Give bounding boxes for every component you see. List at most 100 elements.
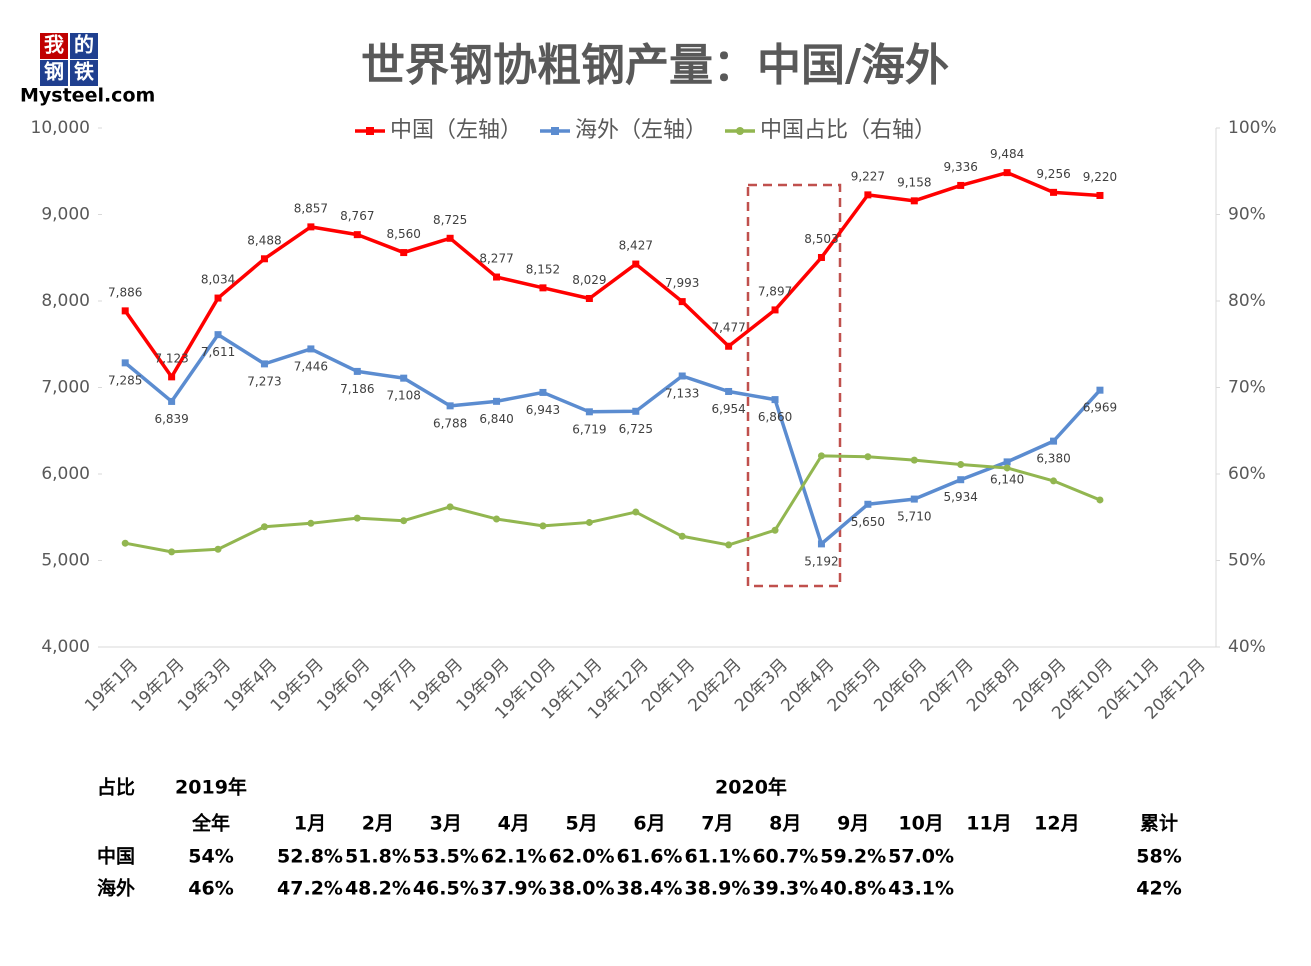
data-label: 6,719 (572, 422, 606, 436)
marker (864, 453, 872, 461)
marker (864, 500, 872, 508)
data-label: 6,380 (1036, 452, 1070, 466)
marker (1096, 496, 1104, 504)
marker (817, 253, 825, 261)
data-label: 7,446 (294, 359, 328, 373)
table-cell: 12月 (1034, 813, 1079, 835)
table-cell: 52.8% (277, 846, 343, 868)
table-cell: 2019年 (175, 776, 247, 799)
table-cell: 46.5% (413, 878, 479, 900)
table-cell: 11月 (966, 813, 1011, 835)
data-label: 6,969 (1083, 401, 1117, 415)
data-label: 8,488 (247, 233, 281, 247)
table-cell: 46% (188, 878, 233, 900)
marker (121, 307, 129, 315)
data-label: 9,336 (944, 160, 978, 174)
marker (214, 545, 222, 553)
table-cell: 58% (1136, 846, 1181, 868)
marker (1096, 386, 1104, 394)
legend-marker (366, 127, 374, 135)
table-cell: 3月 (430, 813, 462, 835)
table-cell: 62.1% (481, 846, 547, 868)
table-cell: 57.0% (888, 846, 954, 868)
table-cell: 40.8% (820, 878, 886, 900)
data-label: 9,484 (990, 147, 1024, 161)
series-line (123, 170, 1101, 379)
table-cell: 2月 (362, 813, 394, 835)
logo-box (70, 60, 98, 86)
table-cell: 38.0% (549, 878, 615, 900)
y2-tick-label: 80% (1228, 291, 1266, 311)
y2-tick-label: 90% (1228, 205, 1266, 225)
data-label: 5,192 (804, 554, 838, 568)
data-label: 6,943 (526, 403, 560, 417)
data-label: 7,886 (108, 285, 142, 299)
table-cell: 5月 (565, 813, 597, 835)
marker (957, 460, 965, 468)
table-cell: 10月 (898, 813, 943, 835)
marker (1050, 188, 1058, 196)
data-label: 7,273 (247, 374, 281, 388)
table-cell: 海外 (97, 877, 135, 900)
marker (493, 397, 501, 405)
data-label: 6,788 (433, 416, 467, 430)
marker (539, 284, 547, 292)
marker (910, 495, 918, 503)
legend-marker (551, 127, 559, 135)
table-cell: 54% (188, 846, 233, 868)
marker (585, 408, 593, 416)
data-label: 6,954 (711, 402, 745, 416)
logo-char: 的 (74, 33, 94, 57)
data-label: 7,477 (711, 321, 745, 335)
data-label: 7,993 (665, 276, 699, 290)
marker (307, 223, 315, 231)
logo-box (40, 33, 68, 59)
marker (168, 397, 176, 405)
y-tick-label: 9,000 (41, 205, 90, 225)
data-label: 8,725 (433, 213, 467, 227)
data-label: 9,227 (851, 169, 885, 183)
marker (725, 387, 733, 395)
marker (260, 523, 268, 531)
marker (307, 519, 315, 527)
table-cell: 39.3% (752, 878, 818, 900)
table-cell: 61.6% (617, 846, 683, 868)
data-label: 8,152 (526, 262, 560, 276)
data-label: 7,897 (758, 284, 792, 298)
marker (539, 388, 547, 396)
chart-title: 世界钢协粗钢产量：中国/海外 (361, 40, 949, 91)
marker (446, 402, 454, 410)
table-cell: 48.2% (345, 878, 411, 900)
y-tick-label: 8,000 (41, 291, 90, 311)
y-tick-label: 7,000 (41, 378, 90, 398)
marker (353, 514, 361, 522)
marker (168, 548, 176, 556)
legend-label: 中国（左轴） (390, 118, 522, 143)
table-cell: 1月 (294, 813, 326, 835)
table-cell: 62.0% (549, 846, 615, 868)
marker (446, 234, 454, 242)
table-cell: 6月 (633, 813, 665, 835)
y2-tick-label: 60% (1228, 464, 1266, 484)
marker (1050, 477, 1058, 485)
y-tick-label: 10,000 (31, 118, 90, 138)
marker (446, 503, 454, 511)
series-line (124, 454, 1101, 554)
table-cell: 38.9% (684, 878, 750, 900)
data-label: 8,560 (387, 227, 421, 241)
y-tick-label: 4,000 (41, 637, 90, 657)
marker (400, 249, 408, 257)
marker (864, 191, 872, 199)
table-cell: 43.1% (888, 878, 954, 900)
data-label: 9,220 (1083, 170, 1117, 184)
data-label: 6,860 (758, 410, 792, 424)
logo-char: 我 (44, 33, 64, 57)
table-cell: 37.9% (481, 878, 547, 900)
marker (1003, 458, 1011, 466)
data-label: 8,427 (619, 239, 653, 253)
marker (400, 374, 408, 382)
data-label: 5,650 (851, 515, 885, 529)
data-label: 8,503 (804, 232, 838, 246)
